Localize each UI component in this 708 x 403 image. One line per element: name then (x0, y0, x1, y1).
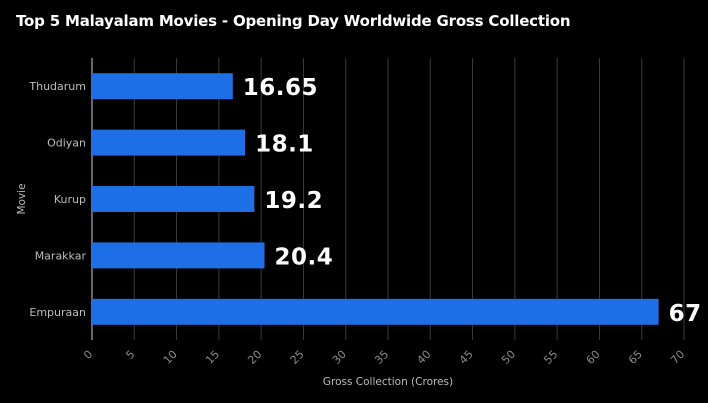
x-axis-title: Gross Collection (Crores) (323, 376, 453, 388)
x-tick-label: 30 (330, 348, 349, 367)
data-label: 19.2 (264, 188, 323, 214)
x-tick-label: 65 (626, 348, 645, 367)
y-category-label: Thudarum (28, 80, 86, 93)
x-tick-label: 70 (668, 348, 687, 367)
x-tick-label: 20 (245, 348, 264, 367)
y-category-label: Kurup (54, 193, 86, 206)
y-category-label: Marakkar (35, 249, 87, 262)
x-tick-label: 5 (123, 348, 137, 362)
x-tick-label: 10 (161, 348, 180, 367)
bar-thudarum (92, 73, 233, 100)
x-tick-label: 0 (81, 348, 95, 362)
y-axis-title: Movie (16, 183, 28, 214)
data-label: 18.1 (255, 132, 314, 158)
x-tick-label: 15 (203, 348, 222, 367)
x-tick-label: 60 (584, 348, 603, 367)
x-tick-label: 55 (541, 348, 560, 367)
x-tick-label: 50 (499, 348, 518, 367)
x-tick-label: 40 (414, 348, 433, 367)
bar-odiyan (92, 129, 246, 156)
bar-empuraan (92, 298, 659, 325)
chart-title: Top 5 Malayalam Movies - Opening Day Wor… (16, 12, 571, 30)
bar-marakkar (92, 242, 265, 269)
x-tick-label: 35 (372, 348, 391, 367)
data-label: 67 (669, 301, 702, 327)
x-tick-label: 45 (457, 348, 476, 367)
data-label: 20.4 (275, 244, 334, 270)
y-category-label: Odiyan (47, 137, 86, 150)
data-label: 16.65 (243, 75, 318, 101)
bar-kurup (92, 186, 255, 212)
y-category-label: Empuraan (29, 306, 86, 319)
x-tick-label: 25 (288, 348, 307, 367)
